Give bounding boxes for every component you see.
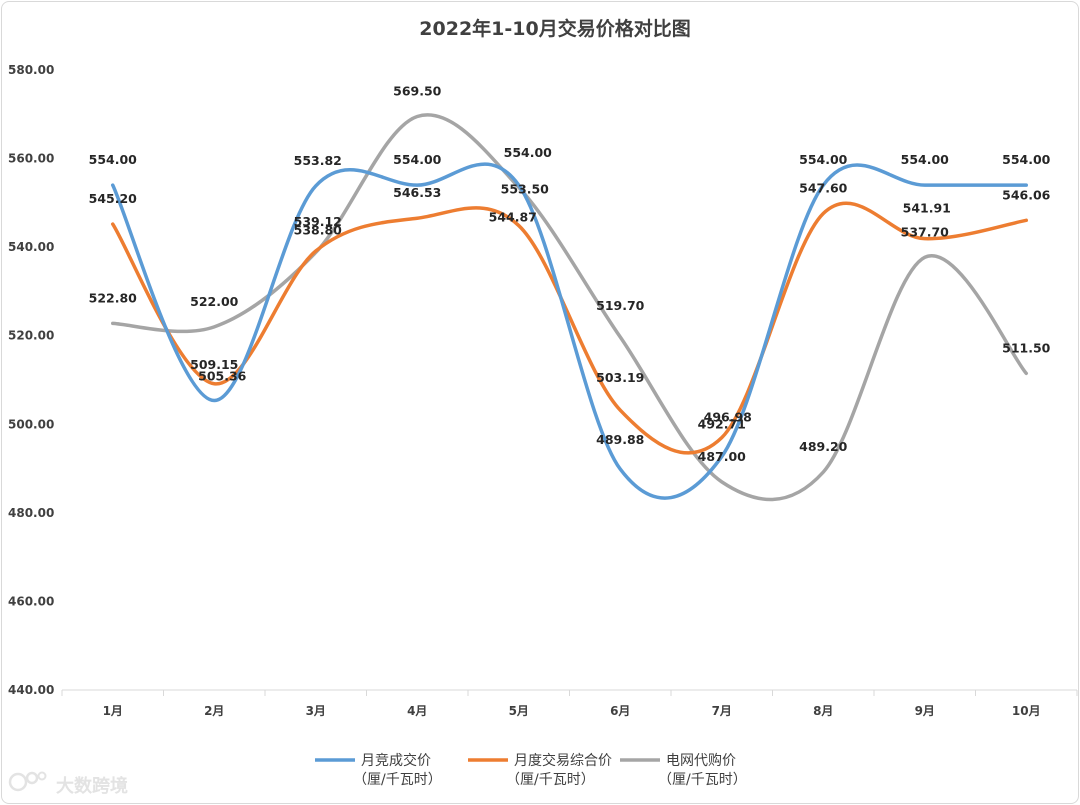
y-tick-label: 440.00 [8, 683, 54, 697]
y-tick-label: 560.00 [8, 152, 54, 166]
y-tick-label: 460.00 [8, 594, 54, 608]
data-labels: 554.00 505.36 553.82 554.00 554.00 489.88 492.… [89, 84, 1051, 464]
data-label: 537.70 [901, 224, 950, 239]
data-label: 554.00 [799, 152, 848, 167]
legend-item: 电网代购价 （厘/千瓦时） [620, 753, 747, 788]
data-label: 496.98 [704, 410, 752, 425]
data-label: 554.00 [504, 145, 553, 160]
x-tick-label: 9月 [915, 704, 935, 718]
y-tick-label: 500.00 [8, 417, 54, 431]
legend-unit: （厘/千瓦时） [658, 772, 747, 788]
series-line-2 [111, 201, 1028, 455]
legend-label: 月度交易综合价 [514, 752, 612, 769]
data-label: 546.53 [393, 185, 441, 200]
x-tick-label: 4月 [407, 704, 427, 718]
legend-item: 月度交易综合价 （厘/千瓦时） [468, 752, 612, 788]
series-line-3 [111, 113, 1028, 502]
legend-unit: （厘/千瓦时） [506, 772, 595, 788]
data-label: 553.82 [294, 153, 342, 168]
y-tick-label: 520.00 [8, 329, 54, 343]
series-line-1 [111, 162, 1028, 500]
legend-item: 月竞成交价 （厘/千瓦时） [315, 752, 442, 788]
legend-label: 电网代购价 [666, 753, 736, 769]
data-label: 538.80 [294, 222, 343, 237]
legend-label: 月竞成交价 [361, 752, 431, 769]
series-lines [111, 113, 1028, 502]
x-tick-label: 10月 [1012, 704, 1041, 718]
data-label: 544.87 [489, 210, 537, 225]
legend: 月竞成交价 （厘/千瓦时） 月度交易综合价 （厘/千瓦时） 电网代购价 （厘/千瓦时） [315, 752, 747, 788]
data-label: 553.50 [501, 181, 550, 196]
data-label: 509.15 [190, 357, 238, 372]
x-tick-label: 1月 [103, 704, 123, 718]
data-label: 554.00 [393, 152, 442, 167]
data-label: 522.80 [89, 290, 138, 305]
watermark-text: 大数跨境 [56, 775, 128, 797]
data-label: 505.36 [198, 369, 247, 384]
x-tick-label: 6月 [610, 704, 630, 718]
y-axis: 440.00 460.00 480.00 500.00 520.00 540.00 560.… [8, 63, 54, 697]
watermark: 大数跨境 [8, 771, 128, 797]
data-label: 519.70 [596, 298, 645, 313]
x-tick-label: 2月 [204, 704, 224, 718]
y-tick-label: 580.00 [8, 63, 54, 77]
data-label: 554.00 [901, 152, 950, 167]
data-label: 489.20 [799, 439, 848, 454]
data-label: 554.00 [89, 152, 138, 167]
data-label: 541.91 [903, 201, 951, 216]
x-tick-label: 5月 [509, 704, 529, 718]
data-label: 545.20 [89, 191, 138, 206]
data-label: 546.06 [1002, 187, 1051, 202]
x-tick-label: 8月 [813, 704, 833, 718]
data-label: 554.00 [1002, 152, 1051, 167]
x-tick-label: 7月 [712, 704, 732, 718]
data-label: 503.19 [596, 370, 644, 385]
data-label: 569.50 [393, 84, 442, 99]
data-label: 487.00 [698, 449, 747, 464]
data-label: 547.60 [799, 180, 848, 195]
data-label: 511.50 [1002, 340, 1051, 355]
watermark-logo-icon [8, 772, 28, 792]
x-axis: 1月 2月 3月 4月 5月 6月 7月 8月 9月 10月 [61, 689, 1078, 718]
data-label: 492.71 [698, 417, 746, 432]
data-label: 522.00 [190, 294, 239, 309]
y-tick-label: 480.00 [8, 506, 54, 520]
data-label: 539.12 [294, 214, 342, 229]
y-tick-label: 540.00 [8, 240, 54, 254]
chart-title: 2022年1-10月交易价格对比图 [419, 17, 690, 40]
x-tick-label: 3月 [306, 704, 326, 718]
data-label: 489.88 [596, 432, 644, 447]
legend-unit: （厘/千瓦时） [353, 772, 442, 788]
